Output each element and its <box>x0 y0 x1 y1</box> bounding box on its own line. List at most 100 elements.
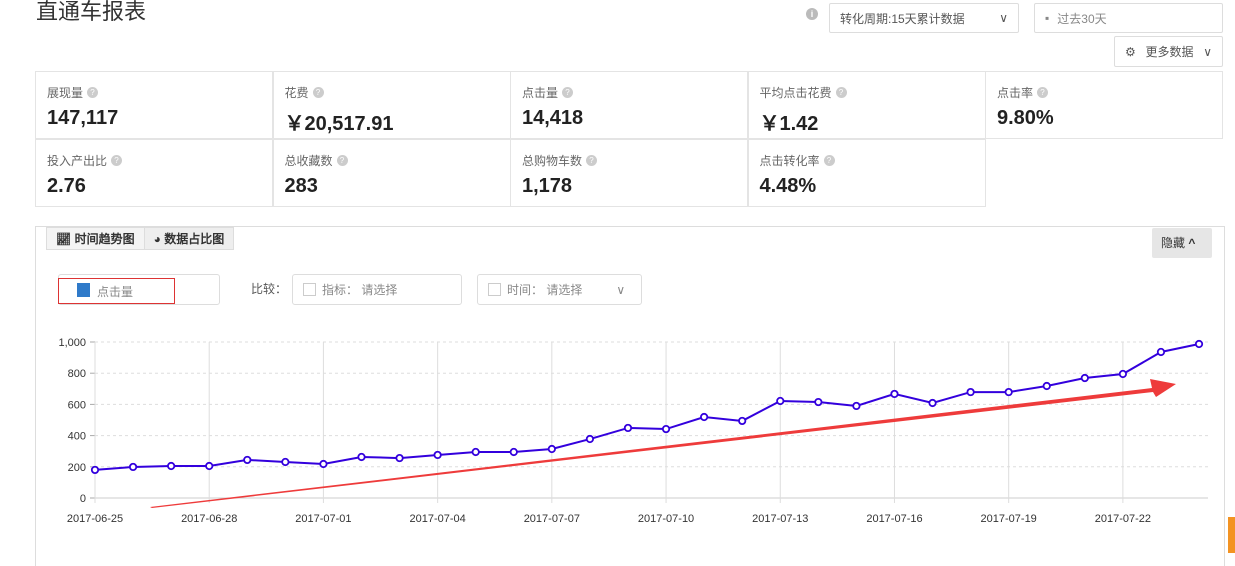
stat-label: 总购物车数 <box>522 154 583 168</box>
data-point <box>1080 373 1089 383</box>
stat-card: 点击转化率? 4.48% <box>747 139 986 207</box>
date-range-value: 过去30天 <box>1057 11 1107 26</box>
conversion-cycle-value: 转化周期:15天累计数据 <box>840 11 965 26</box>
more-data-label: 更多数据 <box>1145 45 1194 59</box>
conversion-cycle-select[interactable]: 转化周期:15天累计数据 ∨ <box>829 3 1019 33</box>
y-tick-label: 0 <box>80 493 86 505</box>
stat-value: 4.48% <box>759 175 817 197</box>
data-point <box>1042 381 1051 391</box>
info-icon[interactable]: i <box>806 8 818 20</box>
more-data-button[interactable]: ⚙ 更多数据 ∨ <box>1114 36 1223 67</box>
stat-label: 花费 <box>284 86 309 100</box>
page-title: 直通车报表 <box>36 0 147 24</box>
legend-item-clicks[interactable]: 点击量 <box>97 285 134 299</box>
data-point <box>1156 347 1166 357</box>
y-tick-label: 200 <box>68 462 86 474</box>
stat-card: 点击量? 14,418 <box>510 71 748 139</box>
chart-panel <box>35 226 1225 566</box>
calendar-icon: ▪ <box>1045 11 1050 25</box>
stat-value: 9.80% <box>997 107 1054 129</box>
data-point <box>776 396 785 406</box>
data-point <box>661 424 671 434</box>
y-tick-label: 1,000 <box>58 337 86 349</box>
x-tick-label: 2017-07-13 <box>752 513 808 525</box>
chevron-down-icon: ∨ <box>1203 44 1212 59</box>
y-tick-label: 800 <box>68 368 86 380</box>
stat-label: 总收藏数 <box>284 154 333 168</box>
help-icon[interactable]: ? <box>1037 87 1049 98</box>
stat-label: 平均点击花费 <box>759 86 832 100</box>
metric-select-label: 指标： 请选择 <box>322 283 398 297</box>
tab-label: 数据占比图 <box>164 232 225 246</box>
metric-checkbox[interactable] <box>303 283 316 296</box>
hide-label: 隐藏 <box>1161 236 1186 250</box>
time-select[interactable]: 时间： 请选择 ∨ <box>477 274 642 305</box>
feedback-tab[interactable] <box>1228 517 1235 553</box>
chart-tabs: 📈︎ 时间趋势图 ◕ 数据占比图 <box>46 227 235 250</box>
stat-label: 投入产出比 <box>47 154 108 168</box>
stat-value: ￥20,517.91 <box>284 113 394 135</box>
data-point <box>509 447 518 457</box>
data-point <box>471 447 480 457</box>
series-line <box>94 343 1200 471</box>
stat-label: 点击率 <box>997 86 1034 100</box>
legend-swatch[interactable] <box>77 283 90 297</box>
chevron-up-icon: ^ <box>1188 236 1196 250</box>
help-icon[interactable]: ? <box>823 155 835 166</box>
help-icon[interactable]: ? <box>87 87 99 98</box>
stat-label: 点击量 <box>522 86 559 100</box>
stat-value: 147,117 <box>47 107 119 129</box>
data-point <box>547 444 556 454</box>
x-tick-label: 2017-07-04 <box>409 513 465 525</box>
data-point <box>738 416 747 426</box>
y-tick-label: 400 <box>68 431 86 443</box>
data-point <box>1194 339 1204 349</box>
data-point <box>395 453 404 463</box>
stat-value: 1,178 <box>522 175 573 197</box>
data-point <box>433 450 442 460</box>
help-icon[interactable]: ? <box>562 87 574 98</box>
x-tick-label: 2017-07-19 <box>981 513 1037 525</box>
time-checkbox[interactable] <box>488 283 501 296</box>
metric-select[interactable]: 指标： 请选择 <box>292 274 462 305</box>
chevron-down-icon: ∨ <box>999 11 1008 25</box>
stat-card: 投入产出比? 2.76 <box>35 139 273 207</box>
stats-grid: 展现量? 147,117 花费? ￥20,517.91 点击量? 14,418 平均点击花费… <box>35 71 1224 211</box>
stat-value: 283 <box>284 175 318 197</box>
data-point <box>205 461 214 471</box>
x-tick-label: 2017-07-16 <box>866 513 922 525</box>
y-tick-label: 600 <box>68 399 86 411</box>
data-point <box>700 412 709 422</box>
stat-card: 点击率? 9.80% <box>985 71 1223 139</box>
line-chart-icon: 📈︎ <box>56 232 72 246</box>
hide-button[interactable]: 隐藏 ^ <box>1152 228 1212 258</box>
legend-highlight <box>58 278 175 304</box>
gear-icon: ⚙ <box>1125 44 1136 59</box>
x-tick-label: 2017-07-07 <box>524 513 580 525</box>
help-icon[interactable]: ? <box>336 155 348 166</box>
stat-card: 总购物车数? 1,178 <box>510 139 748 207</box>
tab-time-trend[interactable]: 📈︎ 时间趋势图 <box>47 228 145 249</box>
stat-value: ￥1.42 <box>759 113 819 135</box>
data-point <box>90 465 100 475</box>
data-point <box>623 423 633 433</box>
stat-value: 2.76 <box>47 175 86 197</box>
data-point <box>167 461 176 471</box>
data-point <box>281 457 290 467</box>
x-tick-label: 2017-06-25 <box>67 513 123 525</box>
data-point <box>1118 369 1127 379</box>
date-range-picker[interactable]: ▪ 过去30天 <box>1034 3 1223 33</box>
x-tick-label: 2017-07-01 <box>295 513 351 525</box>
compare-label: 比较： <box>251 282 288 296</box>
chevron-down-icon: ∨ <box>616 282 626 297</box>
tab-data-share[interactable]: ◕ 数据占比图 <box>145 228 234 249</box>
data-point <box>852 401 861 411</box>
line-chart: 0 200 400 600 800 1,000 2017-06-25 2017-06-28 20… <box>58 337 1208 525</box>
help-icon[interactable]: ? <box>835 87 847 98</box>
data-point <box>1004 387 1013 397</box>
stat-card: 展现量? 147,117 <box>35 71 273 139</box>
help-icon[interactable]: ? <box>312 87 324 98</box>
x-tick-label: 2017-07-22 <box>1095 513 1151 525</box>
help-icon[interactable]: ? <box>586 155 598 166</box>
help-icon[interactable]: ? <box>111 155 123 166</box>
